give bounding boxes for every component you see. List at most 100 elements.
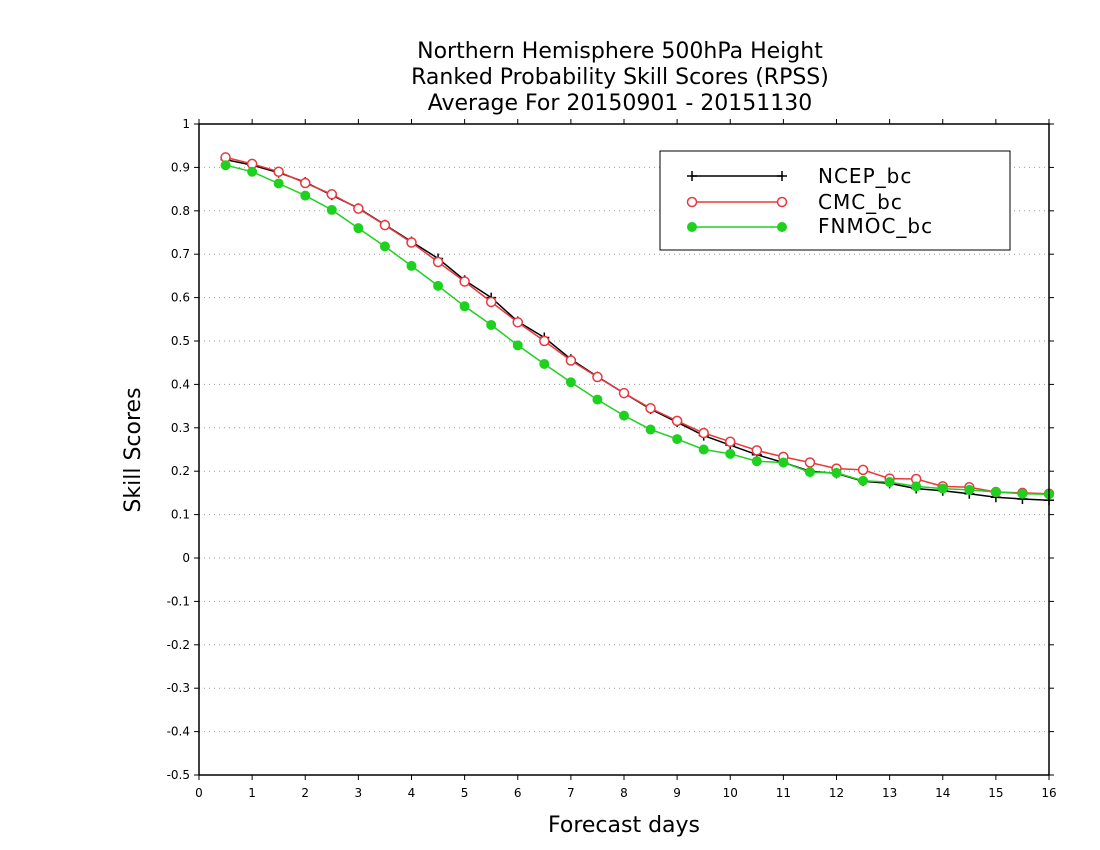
y-tick-label: -0.3 [167, 681, 190, 695]
y-tick-label: 0.5 [171, 334, 190, 348]
data-point [857, 464, 869, 476]
x-tick-label: 15 [988, 786, 1003, 800]
gridlines [199, 166, 1049, 733]
data-point [432, 256, 444, 268]
y-tick-label: 0.1 [171, 508, 190, 522]
data-point [247, 166, 258, 177]
data-point [645, 424, 656, 435]
data-point [831, 467, 842, 478]
data-point [619, 410, 629, 421]
data-point [300, 190, 311, 201]
data-point [539, 359, 550, 370]
chart-title-line-1: Northern Hemisphere 500hPa Height [417, 39, 823, 64]
data-point [725, 436, 736, 447]
data-point [300, 177, 311, 189]
series-layer [220, 152, 1055, 506]
data-point [592, 371, 603, 383]
data-point [273, 166, 284, 177]
data-point [804, 457, 816, 468]
data-point [485, 296, 497, 308]
x-tick-label: 6 [514, 786, 522, 800]
y-tick-label: 1 [182, 117, 190, 131]
data-point [459, 276, 470, 287]
axis-ticks: -0.5 -0.4 -0.3 -0.2 -0.1 0 0.1 0.2 0.3 0.4 0.5 0.6 0… [167, 117, 1057, 800]
x-tick-label: 0 [195, 786, 203, 800]
legend-label-fnmoc: FNMOC_bc [818, 214, 933, 238]
x-tick-label: 5 [461, 786, 469, 800]
data-point [220, 160, 231, 171]
data-point [698, 444, 709, 455]
data-point [671, 415, 683, 427]
y-tick-label: 0.4 [171, 377, 190, 391]
legend-swatch-marker [686, 196, 698, 208]
y-tick-label: -0.1 [167, 594, 190, 608]
y-tick-label: -0.5 [167, 768, 190, 782]
x-tick-label: 14 [935, 786, 950, 800]
x-tick-label: 3 [355, 786, 363, 800]
data-point [1017, 488, 1028, 499]
data-point [592, 394, 603, 405]
x-axis-label: Forecast days [548, 813, 700, 838]
x-tick-label: 13 [882, 786, 897, 800]
data-point [512, 317, 523, 328]
data-point [379, 241, 390, 252]
y-axis-label: Skill Scores [121, 387, 146, 512]
x-tick-label: 10 [723, 786, 738, 800]
y-tick-label: 0.8 [171, 204, 190, 218]
data-point [751, 456, 762, 467]
data-point [990, 487, 1001, 498]
data-point [273, 178, 284, 189]
x-tick-label: 7 [567, 786, 575, 800]
chart-title-line-3: Average For 20150901 - 20151130 [428, 91, 813, 116]
legend-swatch-marker [777, 222, 787, 232]
data-point [565, 377, 576, 388]
legend-swatch-marker [687, 222, 697, 232]
x-tick-label: 1 [248, 786, 256, 800]
y-tick-label: 0.2 [171, 464, 190, 478]
data-point [459, 301, 470, 312]
data-point [512, 340, 523, 351]
data-point [964, 484, 975, 495]
y-tick-label: 0.6 [171, 291, 190, 305]
data-point [539, 335, 550, 347]
data-point [804, 467, 815, 478]
y-tick-label: 0 [182, 551, 190, 565]
y-tick-label: -0.2 [167, 638, 190, 652]
x-tick-label: 8 [620, 786, 628, 800]
data-point [884, 477, 895, 488]
x-tick-label: 12 [829, 786, 844, 800]
data-point [751, 445, 763, 456]
x-tick-label: 2 [301, 786, 309, 800]
legend-swatch-marker [776, 196, 788, 208]
legend-swatch-marker [777, 171, 787, 181]
legend-box [659, 150, 1011, 251]
y-tick-label: 0.9 [171, 160, 190, 174]
data-point [406, 260, 417, 271]
data-point [353, 223, 364, 234]
y-tick-label: 0.3 [171, 421, 190, 435]
x-tick-label: 9 [673, 786, 681, 800]
chart-title-line-2: Ranked Probability Skill Scores (RPSS) [411, 65, 829, 90]
data-point [618, 387, 630, 399]
data-point [725, 448, 736, 459]
y-tick-label: 0.7 [171, 247, 190, 261]
x-tick-label: 11 [776, 786, 791, 800]
data-point [698, 427, 709, 439]
legend-swatch-marker [687, 171, 697, 181]
data-point [433, 280, 444, 291]
data-point [379, 219, 391, 231]
legend: NCEP_bc CMC_bc FNMOC_bc [659, 150, 1011, 251]
x-tick-label: 16 [1041, 786, 1056, 800]
data-point [565, 355, 577, 366]
data-point [858, 475, 869, 486]
series-fnmoc-bc [220, 160, 1054, 500]
x-tick-label: 4 [408, 786, 416, 800]
data-point [937, 483, 948, 494]
y-tick-label: -0.4 [167, 725, 190, 739]
data-point [645, 403, 656, 414]
data-point [326, 204, 337, 215]
data-point [406, 237, 417, 248]
data-point [911, 481, 922, 492]
data-point [486, 319, 497, 330]
